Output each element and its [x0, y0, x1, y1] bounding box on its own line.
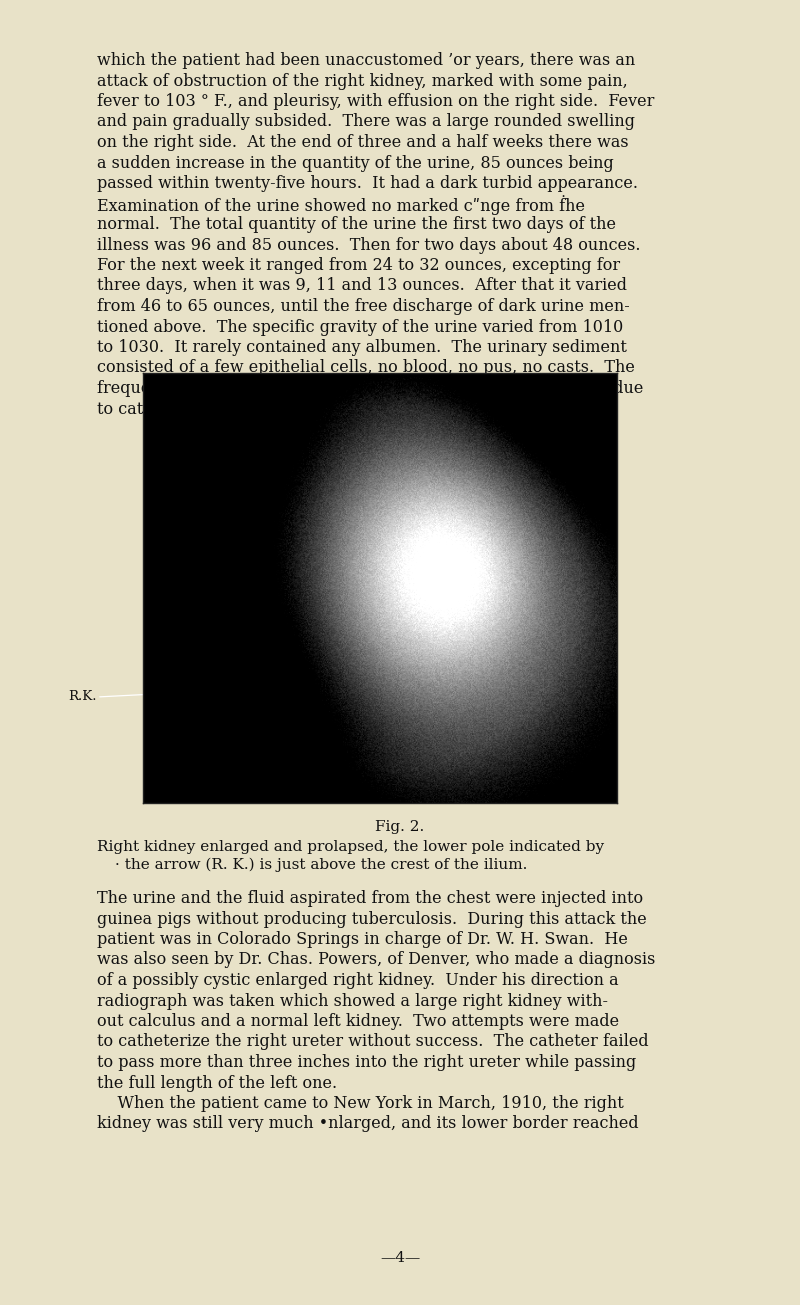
Text: —4—: —4—	[380, 1251, 420, 1265]
Text: illness was 96 and 85 ounces.  Then for two days about 48 ounces.: illness was 96 and 85 ounces. Then for t…	[97, 236, 641, 253]
Text: The urine and the fluid aspirated from the chest were injected into: The urine and the fluid aspirated from t…	[97, 890, 643, 907]
Text: For the next week it ranged from 24 to 32 ounces, excepting for: For the next week it ranged from 24 to 3…	[97, 257, 620, 274]
Text: kidney was still very much •nlarged, and its lower border reached: kidney was still very much •nlarged, and…	[97, 1116, 638, 1133]
Text: patient was in Colorado Springs in charge of Dr. W. H. Swan.  He: patient was in Colorado Springs in charg…	[97, 930, 628, 947]
Text: Right kidney enlarged and prolapsed, the lower pole indicated by: Right kidney enlarged and prolapsed, the…	[97, 840, 604, 853]
Text: · the arrow (R. K.) is just above the crest of the ilium.: · the arrow (R. K.) is just above the cr…	[115, 857, 527, 872]
Text: of a possibly cystic enlarged right kidney.  Under his direction a: of a possibly cystic enlarged right kidn…	[97, 972, 618, 989]
Text: three days, when it was 9, 11 and 13 ounces.  After that it varied: three days, when it was 9, 11 and 13 oun…	[97, 278, 627, 295]
Text: fever to 103 ° F., and pleurisy, with effusion on the right side.  Fever: fever to 103 ° F., and pleurisy, with ef…	[97, 93, 654, 110]
Text: attack of obstruction of the right kidney, marked with some pain,: attack of obstruction of the right kidne…	[97, 73, 628, 90]
Text: the full length of the left one.: the full length of the left one.	[97, 1074, 337, 1091]
Text: from 46 to 65 ounces, until the free discharge of dark urine men-: from 46 to 65 ounces, until the free dis…	[97, 298, 630, 315]
Text: was also seen by Dr. Chas. Powers, of Denver, who made a diagnosis: was also seen by Dr. Chas. Powers, of De…	[97, 951, 655, 968]
Text: to catheterize the right ureter without success.  The catheter failed: to catheterize the right ureter without …	[97, 1034, 649, 1051]
Text: normal.  The total quantity of the urine the first two days of the: normal. The total quantity of the urine …	[97, 217, 616, 234]
Text: Examination of the urine showed no marked cʺnge from ḟhe: Examination of the urine showed no marke…	[97, 196, 585, 215]
Text: tioned above.  The specific gravity of the urine varied from 1010: tioned above. The specific gravity of th…	[97, 318, 623, 335]
Text: frequent use of hot packs and the occurrence of waterv stools, due: frequent use of hot packs and the occurr…	[97, 380, 643, 397]
Text: Fig. 2.: Fig. 2.	[375, 820, 425, 834]
Text: and pain gradually subsided.  There was a large rounded swelling: and pain gradually subsided. There was a…	[97, 114, 635, 130]
Text: a sudden increase in the quantity of the urine, 85 ounces being: a sudden increase in the quantity of the…	[97, 154, 614, 171]
Text: consisted of a few epithelial cells, no blood, no pus, no casts.  The: consisted of a few epithelial cells, no …	[97, 359, 635, 377]
Text: to pass more than three inches into the right ureter while passing: to pass more than three inches into the …	[97, 1054, 636, 1071]
Text: guinea pigs without producing tuberculosis.  During this attack the: guinea pigs without producing tuberculos…	[97, 911, 646, 928]
Text: on the right side.  At the end of three and a half weeks there was: on the right side. At the end of three a…	[97, 134, 629, 151]
Text: which the patient had been unaccustomed ’or years, there was an: which the patient had been unaccustomed …	[97, 52, 635, 69]
Text: R.K.: R.K.	[68, 690, 97, 703]
Text: to 1030.  It rarely contained any albumen.  The urinary sediment: to 1030. It rarely contained any albumen…	[97, 339, 627, 356]
Text: to cathartics, might explain some of the variations of the urine.: to cathartics, might explain some of the…	[97, 401, 613, 418]
Text: out calculus and a normal left kidney.  Two attempts were made: out calculus and a normal left kidney. T…	[97, 1013, 619, 1030]
Text: passed within twenty-five hours.  It had a dark turbid appearance.: passed within twenty-five hours. It had …	[97, 175, 638, 192]
Text: radiograph was taken which showed a large right kidney with-: radiograph was taken which showed a larg…	[97, 993, 608, 1010]
Text: When the patient came to New York in March, 1910, the right: When the patient came to New York in Mar…	[97, 1095, 624, 1112]
